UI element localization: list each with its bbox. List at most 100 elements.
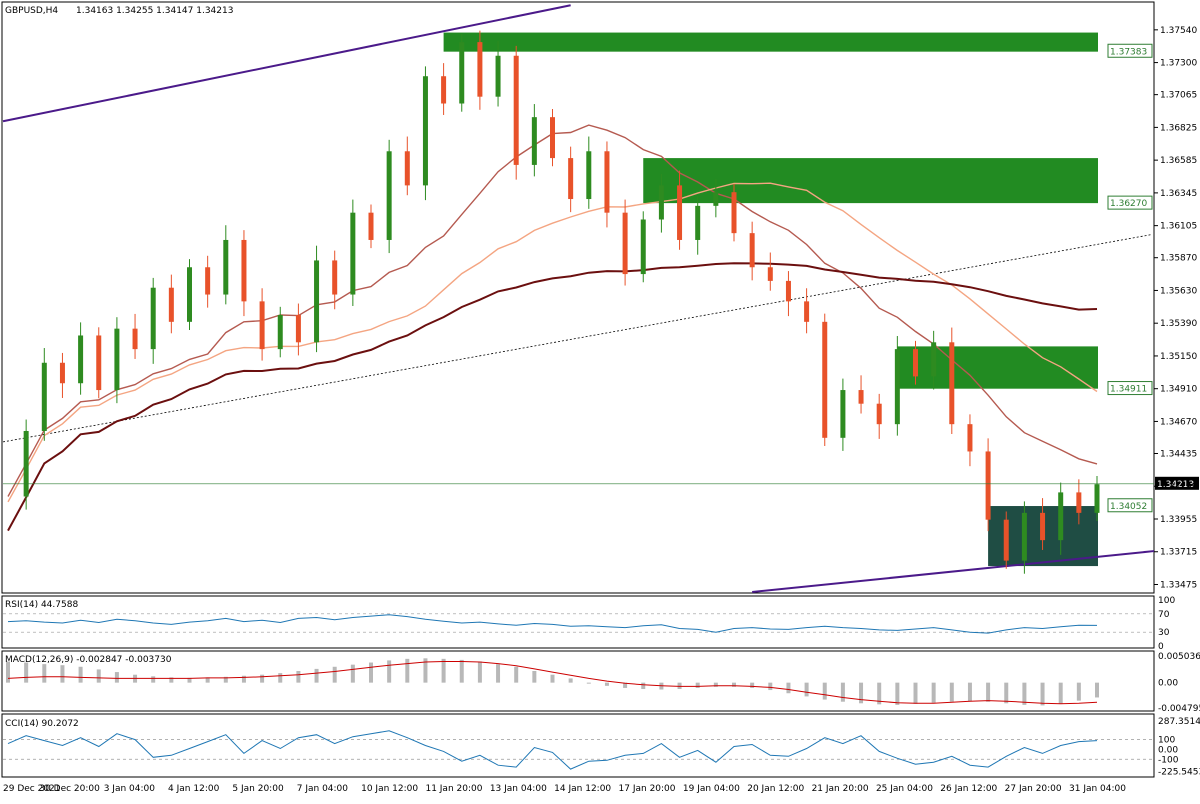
x-axis-label: 19 Jan 04:00 bbox=[683, 784, 740, 794]
candle-body bbox=[531, 117, 537, 165]
x-axis-label: 4 Jan 12:00 bbox=[168, 784, 220, 794]
macd-histogram-bar bbox=[604, 682, 609, 686]
macd-histogram-bar bbox=[223, 676, 228, 683]
candle-body bbox=[822, 321, 828, 438]
zone-price-tag bbox=[1107, 43, 1153, 58]
rsi-pane bbox=[3, 613, 1154, 634]
lower-trendline bbox=[752, 550, 1155, 593]
macd-histogram-bar bbox=[967, 682, 972, 702]
candle-body bbox=[1021, 512, 1027, 561]
macd-histogram-bar bbox=[78, 666, 83, 683]
zone-price-label: 1.34911 bbox=[1110, 385, 1147, 395]
macd-histogram-bar bbox=[296, 671, 301, 683]
header-symbol: GBPUSD,H4 bbox=[5, 6, 58, 16]
cci-y-label: -100 bbox=[1158, 755, 1179, 765]
candle-body bbox=[23, 430, 29, 497]
candle-body bbox=[767, 267, 773, 281]
x-axis-label: 14 Jan 12:00 bbox=[554, 784, 611, 794]
macd-histogram-bar bbox=[314, 668, 319, 683]
x-axis-label: 3 Jan 04:00 bbox=[104, 784, 156, 794]
macd-histogram-bar bbox=[114, 672, 119, 683]
macd-histogram-bar bbox=[732, 682, 736, 687]
price-y-tick-label: 1.33955 bbox=[1160, 515, 1197, 525]
candle-body bbox=[59, 362, 65, 384]
macd-histogram-bar bbox=[96, 669, 101, 683]
candle-body bbox=[985, 451, 991, 520]
candle-body bbox=[604, 151, 610, 213]
candle-body bbox=[368, 212, 374, 240]
candle-body bbox=[495, 55, 501, 97]
candle-body bbox=[568, 158, 574, 200]
macd-histogram-bar bbox=[441, 658, 446, 683]
rsi-pane-border bbox=[1, 595, 1155, 649]
x-axis-label: 26 Jan 12:00 bbox=[940, 784, 997, 794]
candle-body bbox=[441, 76, 447, 104]
candle-body bbox=[749, 233, 755, 268]
macd-histogram-bar bbox=[496, 664, 501, 683]
x-axis-label: 7 Jan 04:00 bbox=[297, 784, 349, 794]
candle-body bbox=[477, 42, 483, 97]
candle-body bbox=[168, 287, 174, 322]
candle-body bbox=[277, 315, 283, 350]
price-y-tick-label: 1.36345 bbox=[1160, 189, 1197, 199]
candle-body bbox=[422, 76, 428, 186]
price-y-tick-label: 1.34670 bbox=[1160, 417, 1197, 427]
price-y-tick-label: 1.35150 bbox=[1160, 352, 1197, 362]
candle-body bbox=[404, 151, 410, 186]
macd-histogram-bar bbox=[6, 661, 10, 683]
macd-histogram-bar bbox=[459, 659, 464, 683]
macd-histogram-bar bbox=[60, 665, 65, 683]
candle-body bbox=[205, 267, 211, 295]
price-pane: 1.34213 1.37383 1.36270 1.34911 1.34052 bbox=[2, 4, 1199, 593]
macd-histogram-bar bbox=[768, 682, 773, 691]
macd-histogram-bar bbox=[822, 682, 827, 700]
zone-price-label: 1.36270 bbox=[1110, 199, 1147, 209]
price-y-tick-label: 1.34195 bbox=[1160, 482, 1197, 492]
candle-body bbox=[1040, 512, 1046, 541]
x-axis-label: 10 Jan 12:00 bbox=[361, 784, 418, 794]
candle-body bbox=[550, 117, 555, 159]
supply-demand-zone bbox=[643, 158, 1098, 204]
zone-price-tag bbox=[1107, 498, 1153, 513]
x-axis-label: 21 Jan 20:00 bbox=[812, 784, 869, 794]
candle-body bbox=[913, 349, 918, 377]
cci-y-label: 287.3514 bbox=[1158, 717, 1200, 727]
candle-body bbox=[386, 151, 392, 240]
candle-body bbox=[894, 349, 900, 425]
macd-histogram-bar bbox=[804, 682, 809, 697]
macd-histogram-bar bbox=[278, 673, 283, 683]
candle-body bbox=[459, 42, 465, 104]
upper-trendline bbox=[2, 4, 571, 123]
candle-body bbox=[259, 301, 265, 350]
candle-body bbox=[695, 205, 701, 240]
cci-title: CCI(14) 90.2072 bbox=[5, 719, 79, 729]
macd-histogram-bar bbox=[586, 682, 591, 684]
cci-pane bbox=[3, 730, 1154, 770]
macd-histogram-bar bbox=[332, 666, 337, 683]
rsi-y-label: 100 bbox=[1158, 596, 1175, 606]
macd-y-label: 0.005036 bbox=[1158, 652, 1200, 662]
price-y-tick-label: 1.37540 bbox=[1160, 26, 1197, 36]
price-y-tick-label: 1.36825 bbox=[1160, 123, 1197, 133]
candle-body bbox=[1076, 492, 1082, 513]
candle-body bbox=[314, 260, 320, 343]
macd-histogram-bar bbox=[949, 682, 954, 702]
macd-histogram-bar bbox=[1058, 682, 1063, 704]
zone-price-tag bbox=[1107, 381, 1153, 396]
candle-body bbox=[931, 342, 937, 377]
supply-demand-zone bbox=[443, 32, 1099, 52]
x-axis-label: 17 Jan 20:00 bbox=[619, 784, 676, 794]
price-y-tick-label: 1.34910 bbox=[1160, 385, 1197, 395]
macd-pane bbox=[6, 658, 1099, 706]
candle-body bbox=[804, 301, 810, 322]
macd-histogram-bar bbox=[840, 682, 845, 702]
cci-y-label: 100 bbox=[1158, 736, 1175, 746]
candle-body bbox=[586, 151, 592, 200]
candle-body bbox=[96, 335, 102, 391]
candle-body bbox=[949, 342, 955, 425]
supply-demand-zone bbox=[897, 346, 1098, 389]
header-ohlc: 1.34163 1.34255 1.34147 1.34213 bbox=[76, 6, 233, 16]
x-axis-label: 11 Jan 20:00 bbox=[425, 784, 482, 794]
macd-histogram-bar bbox=[369, 662, 373, 683]
